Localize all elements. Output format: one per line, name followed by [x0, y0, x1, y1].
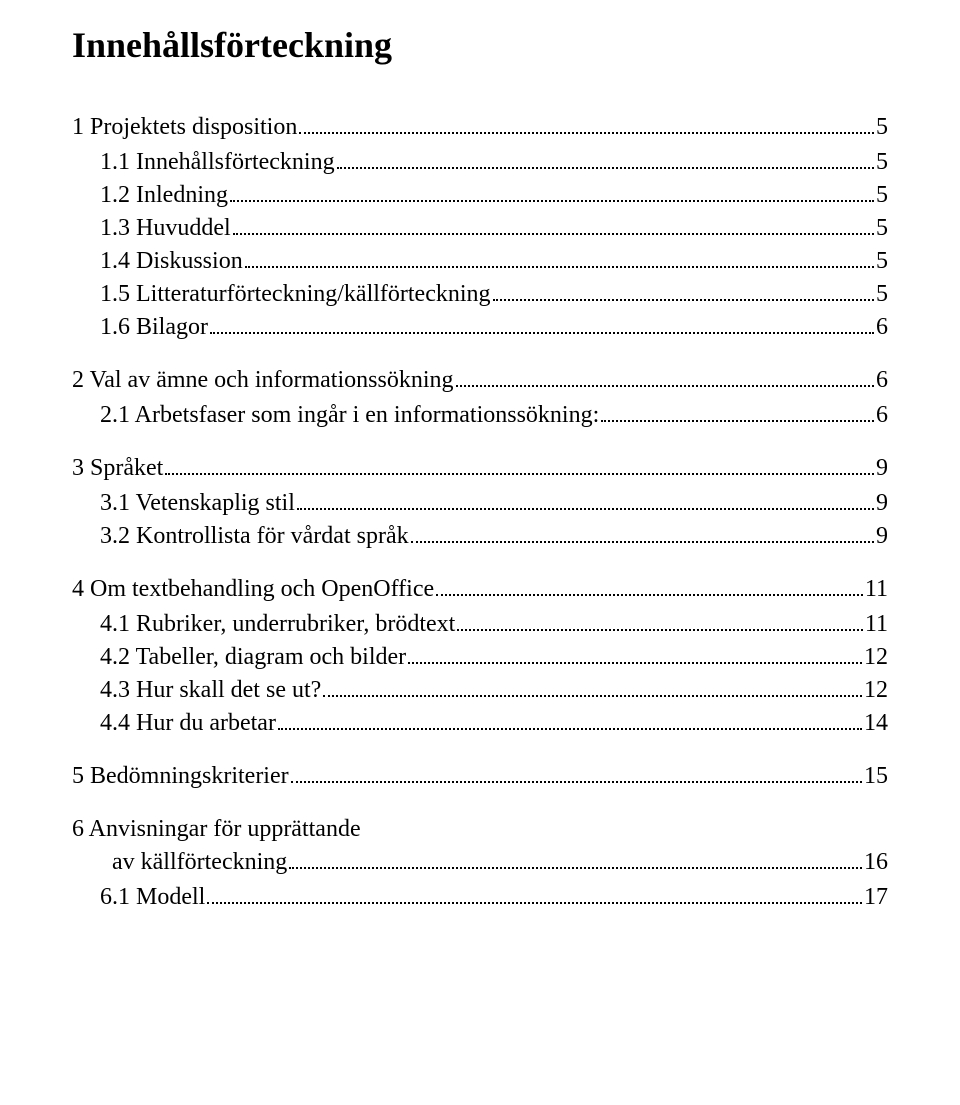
- toc-entry: 1.5 Litteraturförteckning/källförtecknin…: [72, 281, 888, 308]
- toc-entry-page: 14: [864, 710, 888, 737]
- toc-entry-label: 4.2 Tabeller, diagram och bilder: [100, 644, 406, 671]
- toc-entry-label: 4.4 Hur du arbetar: [100, 710, 276, 737]
- toc-entry-page: 9: [876, 490, 888, 517]
- toc-entry-page: 17: [864, 884, 888, 911]
- toc-entry-continuation: av källförteckning 16: [72, 849, 888, 876]
- toc-leader-dots: [278, 728, 862, 730]
- toc-entry-label: 4.3 Hur skall det se ut?: [100, 677, 321, 704]
- toc-entry: 4 Om textbehandling och OpenOffice 11: [72, 576, 888, 603]
- toc-entry: 1.2 Inledning 5: [72, 182, 888, 209]
- toc-entry: 3.1 Vetenskaplig stil 9: [72, 490, 888, 517]
- toc-entry-page: 11: [865, 611, 888, 638]
- toc-entry-label: 1 Projektets disposition: [72, 114, 297, 141]
- toc-entry-label: 6 Anvisningar för upprättande: [72, 816, 361, 843]
- toc-leader-dots: [210, 332, 874, 334]
- toc-entry-label: 4 Om textbehandling och OpenOffice: [72, 576, 434, 603]
- toc-entry: 4.3 Hur skall det se ut? 12: [72, 677, 888, 704]
- toc-entry: 2.1 Arbetsfaser som ingår i en informati…: [72, 402, 888, 429]
- toc-entry-page: 11: [865, 576, 888, 603]
- toc-leader-dots: [207, 902, 862, 904]
- page-title: Innehållsförteckning: [72, 24, 888, 66]
- toc-entry: 6 Anvisningar för upprättande: [72, 816, 888, 843]
- toc-entry: 1 Projektets disposition 5: [72, 114, 888, 141]
- toc-entry: 3 Språket 9: [72, 455, 888, 482]
- toc-leader-dots: [457, 629, 863, 631]
- toc-leader-dots: [291, 781, 862, 783]
- toc-entry-page: 9: [876, 523, 888, 550]
- toc-entry-page: 16: [864, 849, 888, 876]
- toc-entry-page: 5: [876, 281, 888, 308]
- toc-entry: 4.1 Rubriker, underrubriker, brödtext 11: [72, 611, 888, 638]
- toc-leader-dots: [456, 385, 875, 387]
- toc-entry: 1.3 Huvuddel 5: [72, 215, 888, 242]
- toc-leader-dots: [165, 473, 874, 475]
- toc-entry-label: av källförteckning: [112, 849, 287, 876]
- toc-entry-label: 3 Språket: [72, 455, 163, 482]
- toc-entry-label: 2.1 Arbetsfaser som ingår i en informati…: [100, 402, 599, 429]
- toc-leader-dots: [297, 508, 874, 510]
- toc-entry-label: 1.5 Litteraturförteckning/källförtecknin…: [100, 281, 491, 308]
- toc-entry-label: 1.1 Innehållsförteckning: [100, 149, 335, 176]
- toc-entry: 1.4 Diskussion 5: [72, 248, 888, 275]
- toc-leader-dots: [233, 233, 874, 235]
- toc-entry-page: 9: [876, 455, 888, 482]
- toc-entry: 4.2 Tabeller, diagram och bilder 12: [72, 644, 888, 671]
- toc-entry-label: 2 Val av ämne och informationssökning: [72, 367, 454, 394]
- toc-leader-dots: [323, 695, 862, 697]
- toc-entry-page: 5: [876, 248, 888, 275]
- toc-entry: 1.1 Innehållsförteckning 5: [72, 149, 888, 176]
- toc-entry-page: 12: [864, 644, 888, 671]
- toc-entry-label: 5 Bedömningskriterier: [72, 763, 289, 790]
- toc-entry-label: 1.6 Bilagor: [100, 314, 208, 341]
- toc-entry-label: 1.3 Huvuddel: [100, 215, 231, 242]
- toc-entry-label: 1.4 Diskussion: [100, 248, 243, 275]
- toc-entry-label: 6.1 Modell: [100, 884, 205, 911]
- toc-entry: 1.6 Bilagor 6: [72, 314, 888, 341]
- toc-leader-dots: [411, 541, 874, 543]
- toc-leader-dots: [337, 167, 874, 169]
- toc-entry-page: 5: [876, 182, 888, 209]
- toc-entry-label: 3.2 Kontrollista för vårdat språk: [100, 523, 409, 550]
- toc-entry: 2 Val av ämne och informationssökning 6: [72, 367, 888, 394]
- toc-leader-dots: [299, 132, 874, 134]
- toc-entry-page: 6: [876, 314, 888, 341]
- toc-entry-page: 6: [876, 367, 888, 394]
- toc-entry-label: 1.2 Inledning: [100, 182, 228, 209]
- toc-leader-dots: [493, 299, 874, 301]
- toc-leader-dots: [289, 867, 862, 869]
- toc-entry-label: 3.1 Vetenskaplig stil: [100, 490, 295, 517]
- toc-entry-page: 5: [876, 215, 888, 242]
- toc-leader-dots: [436, 594, 863, 596]
- toc-entry-page: 5: [876, 114, 888, 141]
- toc-leader-dots: [408, 662, 862, 664]
- toc-entry-page: 5: [876, 149, 888, 176]
- toc-entry: 5 Bedömningskriterier 15: [72, 763, 888, 790]
- toc-entry-page: 6: [876, 402, 888, 429]
- toc-entry: 3.2 Kontrollista för vårdat språk 9: [72, 523, 888, 550]
- toc-entry-page: 15: [864, 763, 888, 790]
- toc-entry-label: 4.1 Rubriker, underrubriker, brödtext: [100, 611, 455, 638]
- table-of-contents: 1 Projektets disposition51.1 Innehållsfö…: [72, 114, 888, 911]
- toc-leader-dots: [230, 200, 874, 202]
- toc-leader-dots: [601, 420, 874, 422]
- toc-entry: 4.4 Hur du arbetar 14: [72, 710, 888, 737]
- toc-leader-dots: [245, 266, 874, 268]
- toc-entry-page: 12: [864, 677, 888, 704]
- toc-entry: 6.1 Modell 17: [72, 884, 888, 911]
